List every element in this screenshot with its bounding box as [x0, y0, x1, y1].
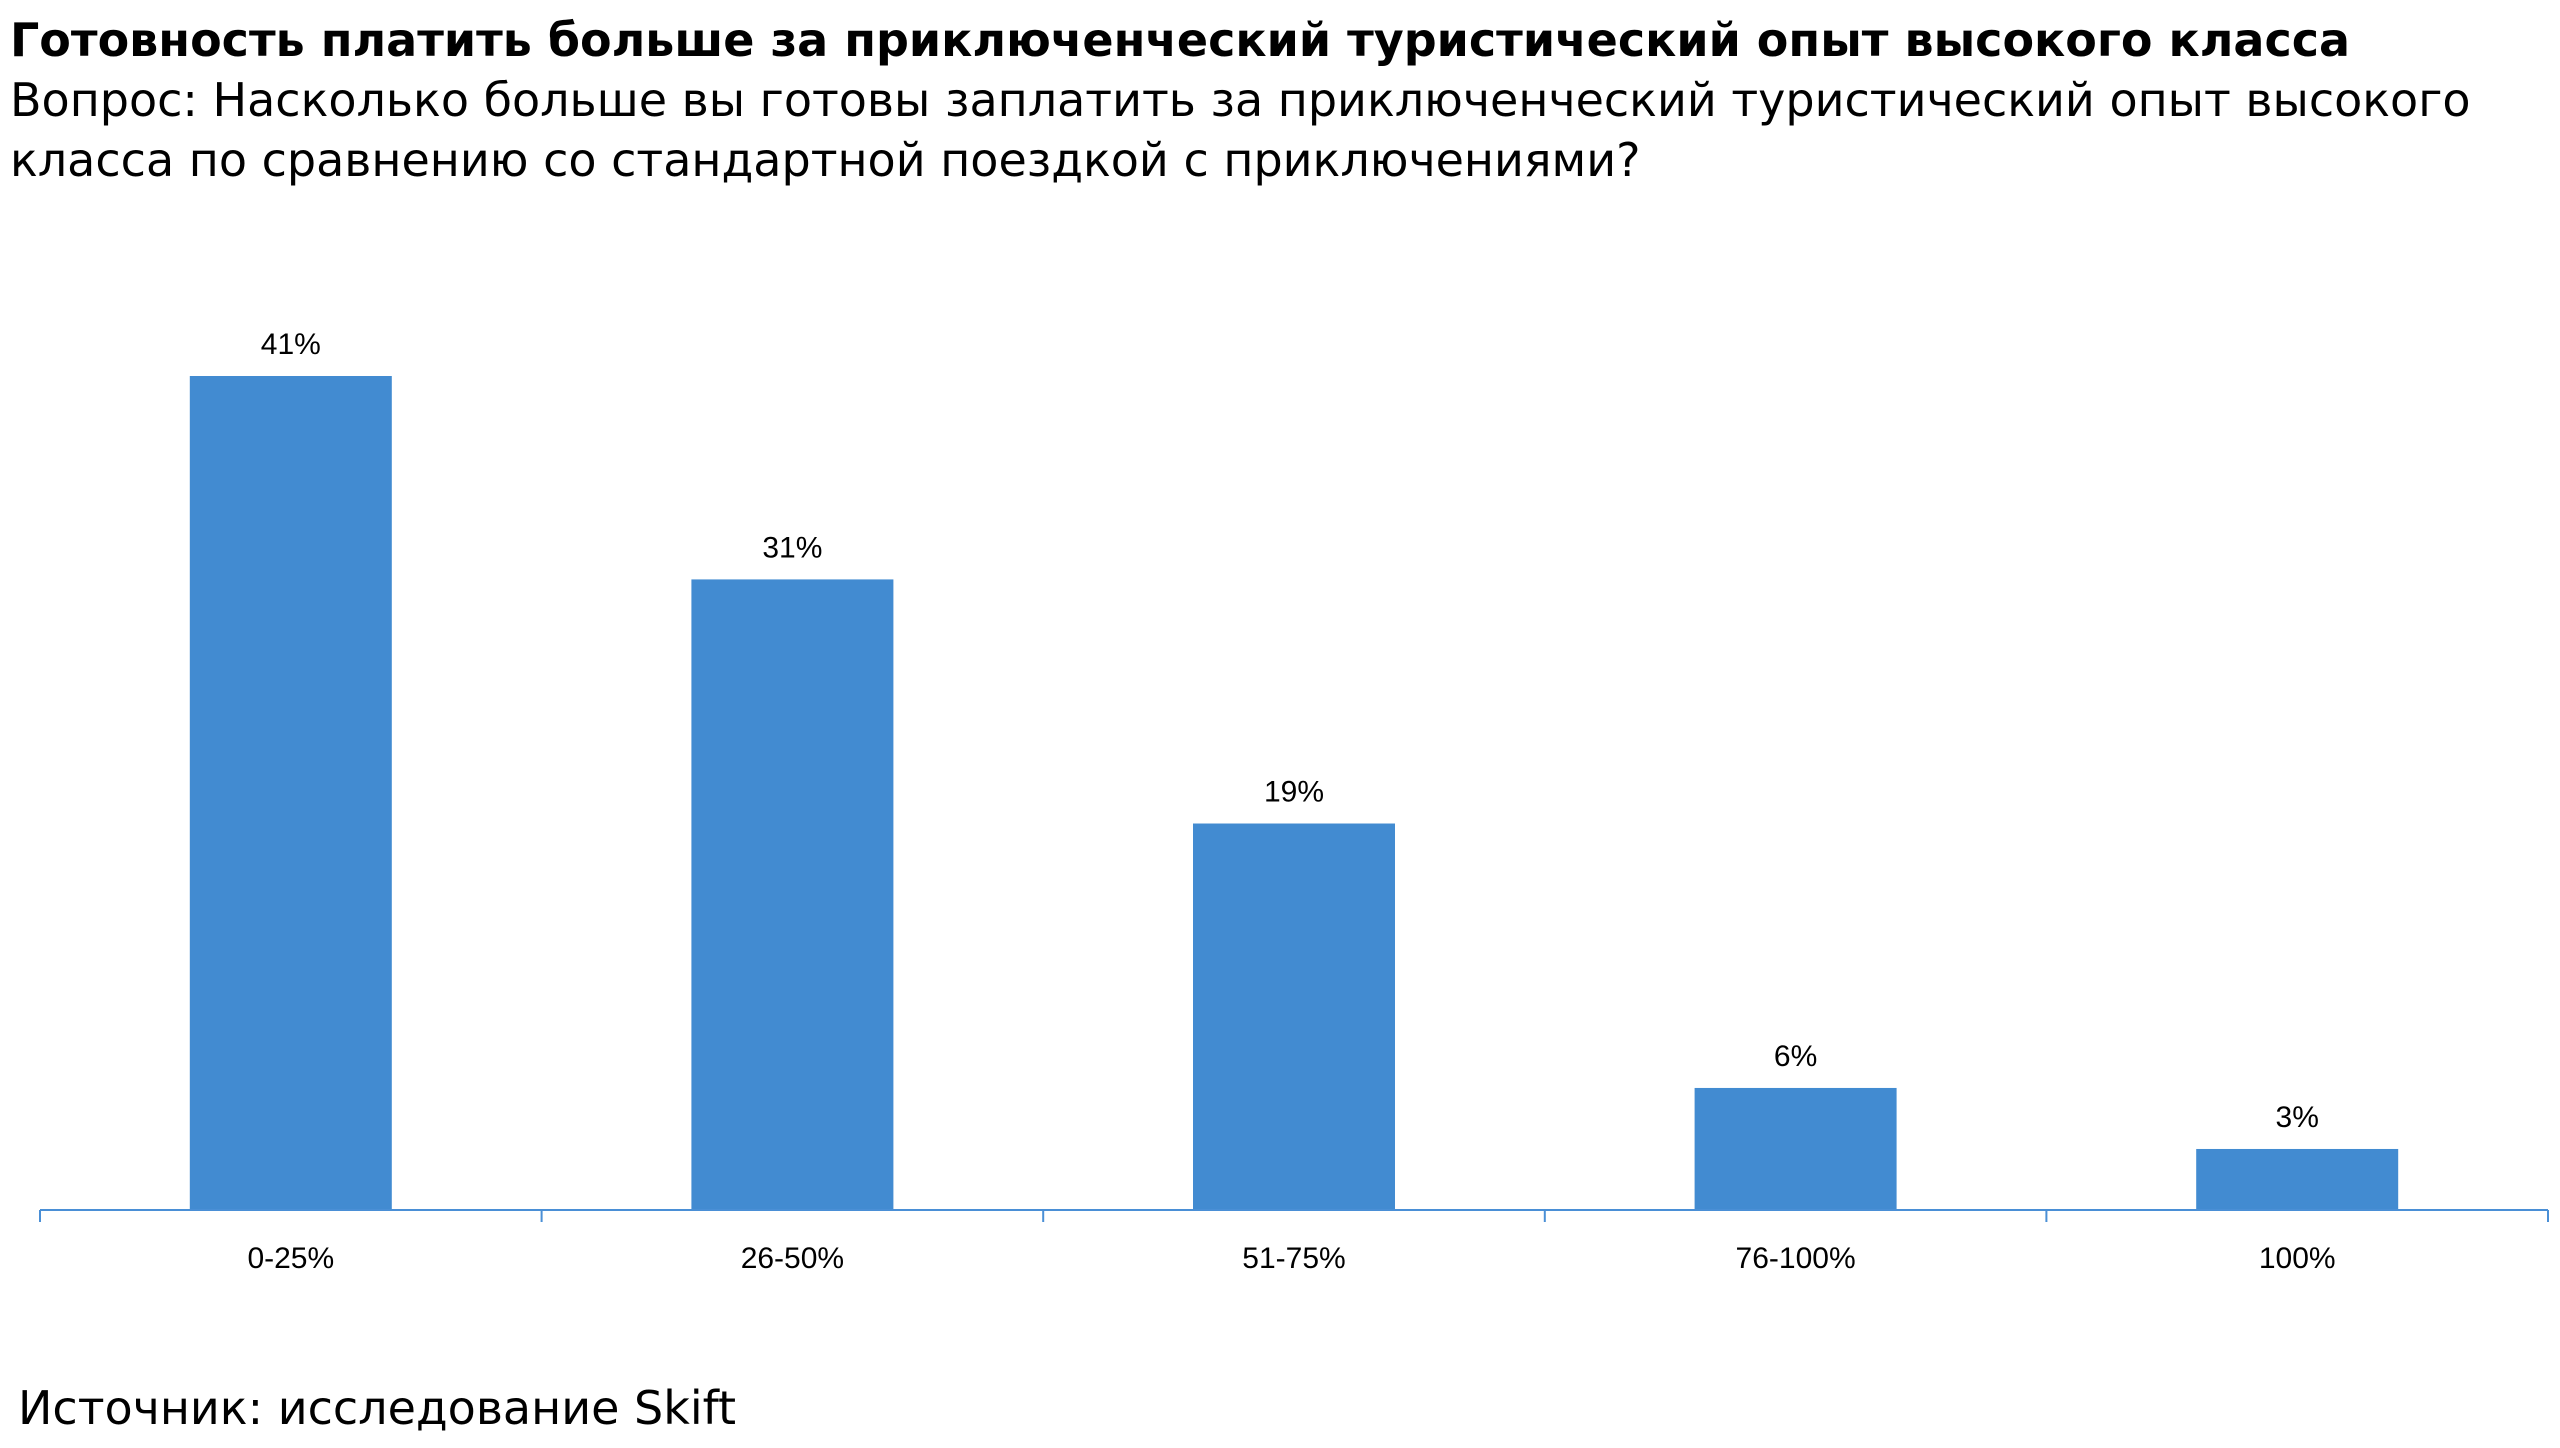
data-labels-layer: 41% 31% 19% 6% 3% [261, 328, 2319, 1134]
x-tick-label: 0-25% [247, 1242, 334, 1275]
data-label: 41% [261, 328, 321, 361]
bar-100% [2196, 1148, 2399, 1210]
bars-layer [189, 376, 2399, 1210]
x-axis [39, 1209, 2549, 1222]
x-tick-label: 76-100% [1736, 1242, 1856, 1275]
x-tick-label: 26-50% [741, 1242, 844, 1275]
data-label: 3% [2276, 1101, 2319, 1134]
bar-51-75% [1193, 823, 1395, 1210]
x-tick-labels: 0-25% 26-50% 51-75% 76-100% 100% [247, 1242, 2335, 1275]
data-label: 6% [1774, 1040, 1817, 1073]
bar-76-100% [1694, 1087, 1897, 1210]
x-tick-label: 51-75% [1242, 1242, 1345, 1275]
x-tick-label: 100% [2259, 1242, 2336, 1275]
data-label: 19% [1264, 776, 1324, 809]
bar-0-25% [189, 376, 392, 1210]
chart-subtitle: Вопрос: Насколько больше вы готовы запла… [10, 73, 2471, 187]
chart-title: Готовность платить больше за приключенче… [10, 13, 2351, 67]
data-label: 31% [762, 531, 822, 564]
source-note: Источник: исследование Skift [18, 1381, 737, 1435]
bar-26-50% [691, 579, 894, 1210]
